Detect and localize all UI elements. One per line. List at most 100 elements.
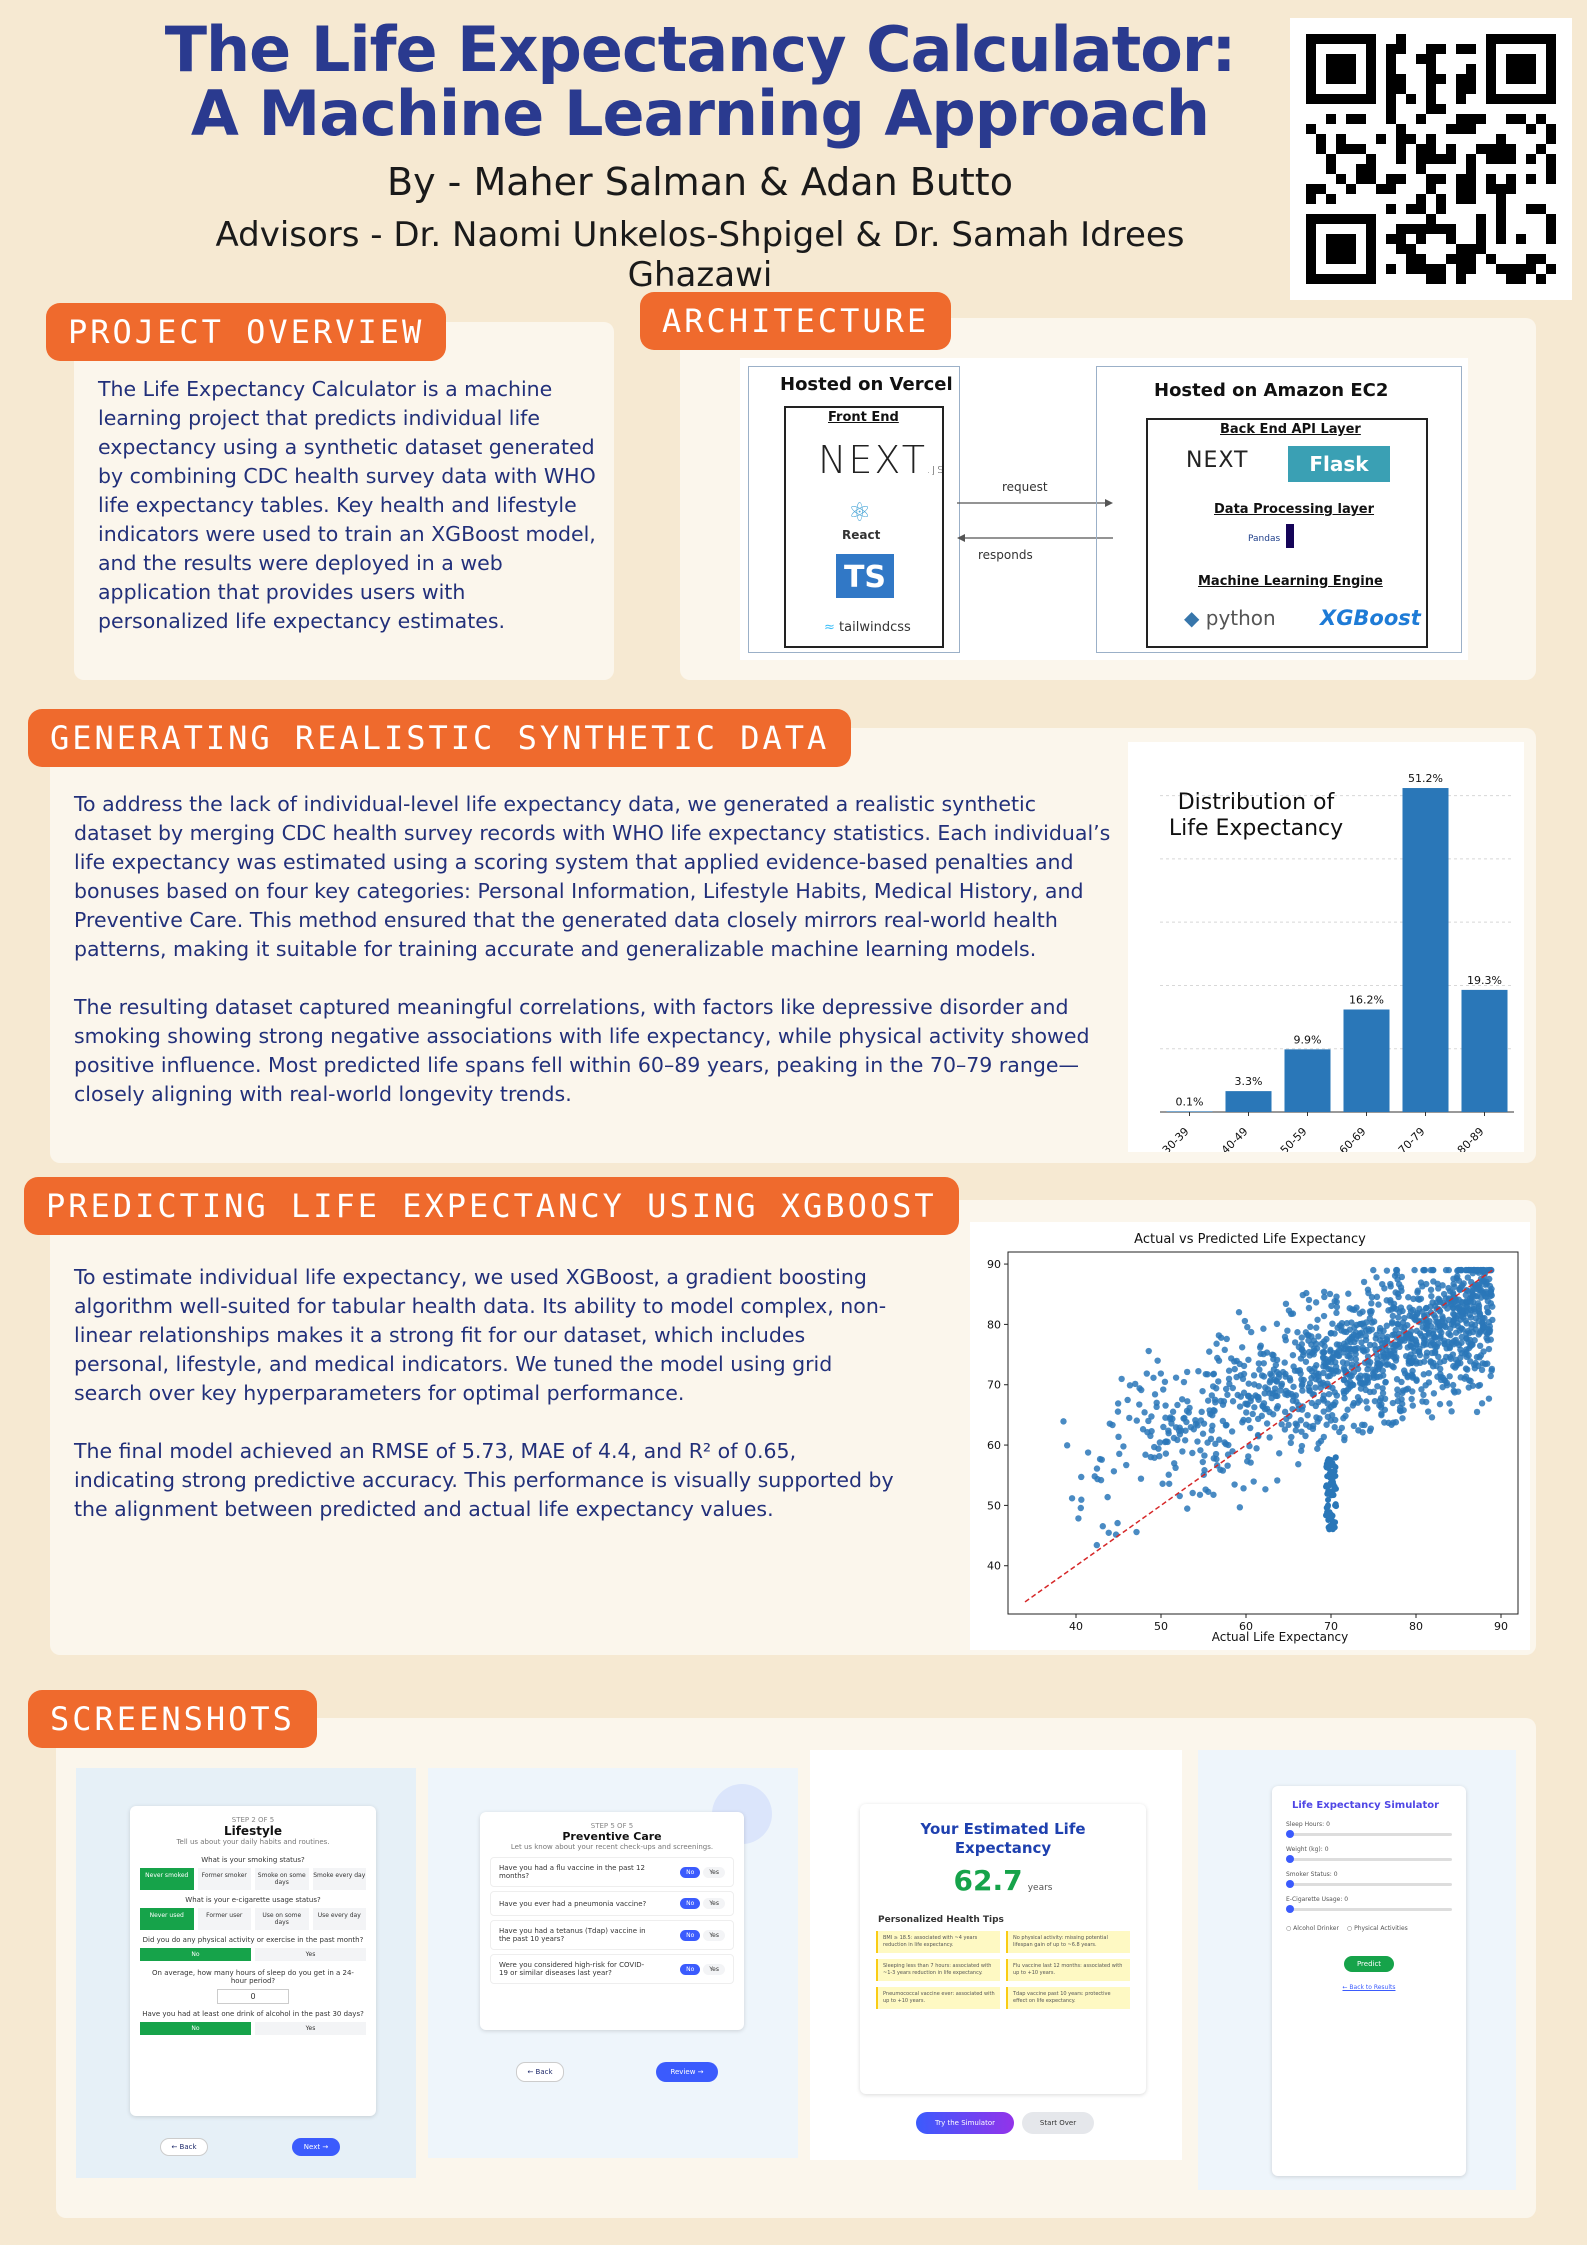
option-former-user[interactable]: Former user	[197, 1908, 251, 1930]
option-never-used[interactable]: Never used	[140, 1908, 194, 1930]
scatter-point	[1109, 1421, 1116, 1429]
slider-thumb[interactable]	[1286, 1905, 1294, 1913]
scatter-point	[1278, 1380, 1286, 1388]
scatter-point	[1112, 1531, 1120, 1538]
answer-no-button[interactable]: No	[680, 1898, 701, 1909]
lifestyle-next-button[interactable]: Next →	[292, 2138, 340, 2156]
qr-module	[1456, 274, 1466, 284]
alcohol-yes[interactable]: Yes	[255, 2022, 366, 2035]
bar	[1461, 989, 1508, 1112]
scatter-point	[1222, 1385, 1230, 1393]
scatter-point	[1416, 1296, 1423, 1303]
qr-module	[1506, 274, 1516, 284]
answer-yes-button[interactable]: Yes	[703, 1963, 725, 1975]
option-use-some-days[interactable]: Use on some days	[255, 1908, 309, 1930]
scatter-point	[1238, 1344, 1246, 1351]
answer-no-button[interactable]: No	[680, 1963, 701, 1975]
qr-module	[1416, 254, 1426, 264]
qr-module	[1496, 134, 1506, 144]
scatter-point	[1396, 1407, 1404, 1414]
scatter-point	[1454, 1267, 1461, 1274]
qr-module	[1456, 184, 1466, 194]
qr-module	[1306, 194, 1316, 204]
qr-module	[1316, 144, 1326, 154]
back-to-results-link[interactable]: ← Back to Results	[1342, 1984, 1396, 1991]
qr-module	[1406, 224, 1416, 234]
slider-thumb[interactable]	[1286, 1855, 1294, 1863]
scatter-point	[1063, 1442, 1071, 1449]
scatter-point	[1244, 1323, 1251, 1331]
scatter-point	[1361, 1421, 1368, 1429]
slider-track[interactable]	[1286, 1855, 1452, 1863]
slider-thumb[interactable]	[1286, 1880, 1294, 1888]
activity-yes[interactable]: Yes	[255, 1948, 366, 1961]
review-button[interactable]: Review →	[656, 2062, 718, 2082]
scatter-point	[1132, 1380, 1139, 1388]
screenshot-results: Your Estimated Life Expectancy 62.7 year…	[810, 1750, 1182, 2160]
scatter-point	[1208, 1427, 1215, 1434]
answer-no-button[interactable]: No	[680, 1929, 701, 1941]
scatter-point	[1341, 1345, 1348, 1353]
answer-yes-button[interactable]: Yes	[703, 1929, 725, 1941]
scatter-point	[1442, 1323, 1449, 1331]
predict-button[interactable]: Predict	[1344, 1956, 1394, 1972]
physical-checkbox[interactable]: ○ Physical Activities	[1346, 1925, 1408, 1932]
slider-group: E-Cigarette Usage: 0	[1286, 1896, 1452, 1913]
scatter-point	[1208, 1392, 1216, 1399]
slider-track[interactable]	[1286, 1830, 1452, 1838]
scatter-point	[1332, 1399, 1339, 1406]
scatter-point	[1213, 1455, 1220, 1463]
alcohol-no[interactable]: No	[140, 2022, 251, 2035]
scatter-point	[1358, 1339, 1365, 1346]
scatter-point	[1169, 1415, 1176, 1423]
scatter-point	[1124, 1396, 1131, 1404]
qr-code[interactable]	[1290, 18, 1572, 300]
option-use-every-day[interactable]: Use every day	[312, 1908, 366, 1930]
scatter-point	[1304, 1411, 1311, 1419]
scatter-point	[1330, 1370, 1337, 1377]
preventive-answer-buttons: No Yes	[680, 1898, 725, 1909]
scatter-point	[1126, 1382, 1134, 1389]
start-over-button[interactable]: Start Over	[1022, 2112, 1094, 2134]
scatter-point	[1471, 1365, 1478, 1372]
qr-module	[1356, 144, 1366, 154]
scatter-point	[1175, 1427, 1183, 1434]
slider-thumb[interactable]	[1286, 1830, 1294, 1838]
scatter-point	[1215, 1332, 1223, 1339]
preventive-back-button[interactable]: ← Back	[516, 2062, 564, 2082]
scatter-point	[1236, 1360, 1243, 1368]
scatter-point	[1325, 1390, 1333, 1398]
scatter-point	[1427, 1359, 1435, 1366]
overview-heading: PROJECT OVERVIEW	[46, 303, 447, 361]
lifestyle-back-button[interactable]: ← Back	[160, 2138, 208, 2156]
bar-data-label: 9.9%	[1294, 1033, 1322, 1046]
sleep-hours-input[interactable]: 0	[217, 1989, 289, 2004]
qr-module	[1526, 174, 1536, 184]
qr-module	[1396, 134, 1406, 144]
slider-track[interactable]	[1286, 1905, 1452, 1913]
qr-module	[1366, 174, 1376, 184]
flask-logo: Flask	[1288, 446, 1390, 482]
scatter-point	[1450, 1317, 1457, 1324]
qr-module	[1496, 144, 1506, 154]
scatter-point	[1294, 1329, 1301, 1336]
qr-module	[1386, 104, 1396, 114]
option-smoke-every-day[interactable]: Smoke every day	[312, 1868, 366, 1890]
scatter-point	[1410, 1295, 1417, 1303]
answer-no-button[interactable]: No	[680, 1866, 701, 1878]
scatter-point	[1289, 1351, 1297, 1359]
try-simulator-button[interactable]: Try the Simulator	[916, 2112, 1014, 2134]
scatter-point	[1423, 1349, 1431, 1356]
scatter-point	[1202, 1486, 1209, 1493]
answer-yes-button[interactable]: Yes	[703, 1898, 725, 1909]
slider-track[interactable]	[1286, 1880, 1452, 1888]
answer-yes-button[interactable]: Yes	[703, 1866, 725, 1878]
alcohol-checkbox[interactable]: ○ Alcohol Drinker	[1286, 1925, 1339, 1932]
scatter-point	[1293, 1421, 1301, 1429]
activity-no[interactable]: No	[140, 1948, 251, 1961]
option-former-smoker[interactable]: Former smoker	[197, 1868, 251, 1890]
option-smoke-some-days[interactable]: Smoke on some days	[255, 1868, 309, 1890]
qr-module	[1436, 104, 1446, 114]
simulator-sliders: Sleep Hours: 0 Weight (kg): 0 Smoker Statu…	[1272, 1821, 1466, 1913]
option-never-smoked[interactable]: Never smoked	[140, 1868, 194, 1890]
